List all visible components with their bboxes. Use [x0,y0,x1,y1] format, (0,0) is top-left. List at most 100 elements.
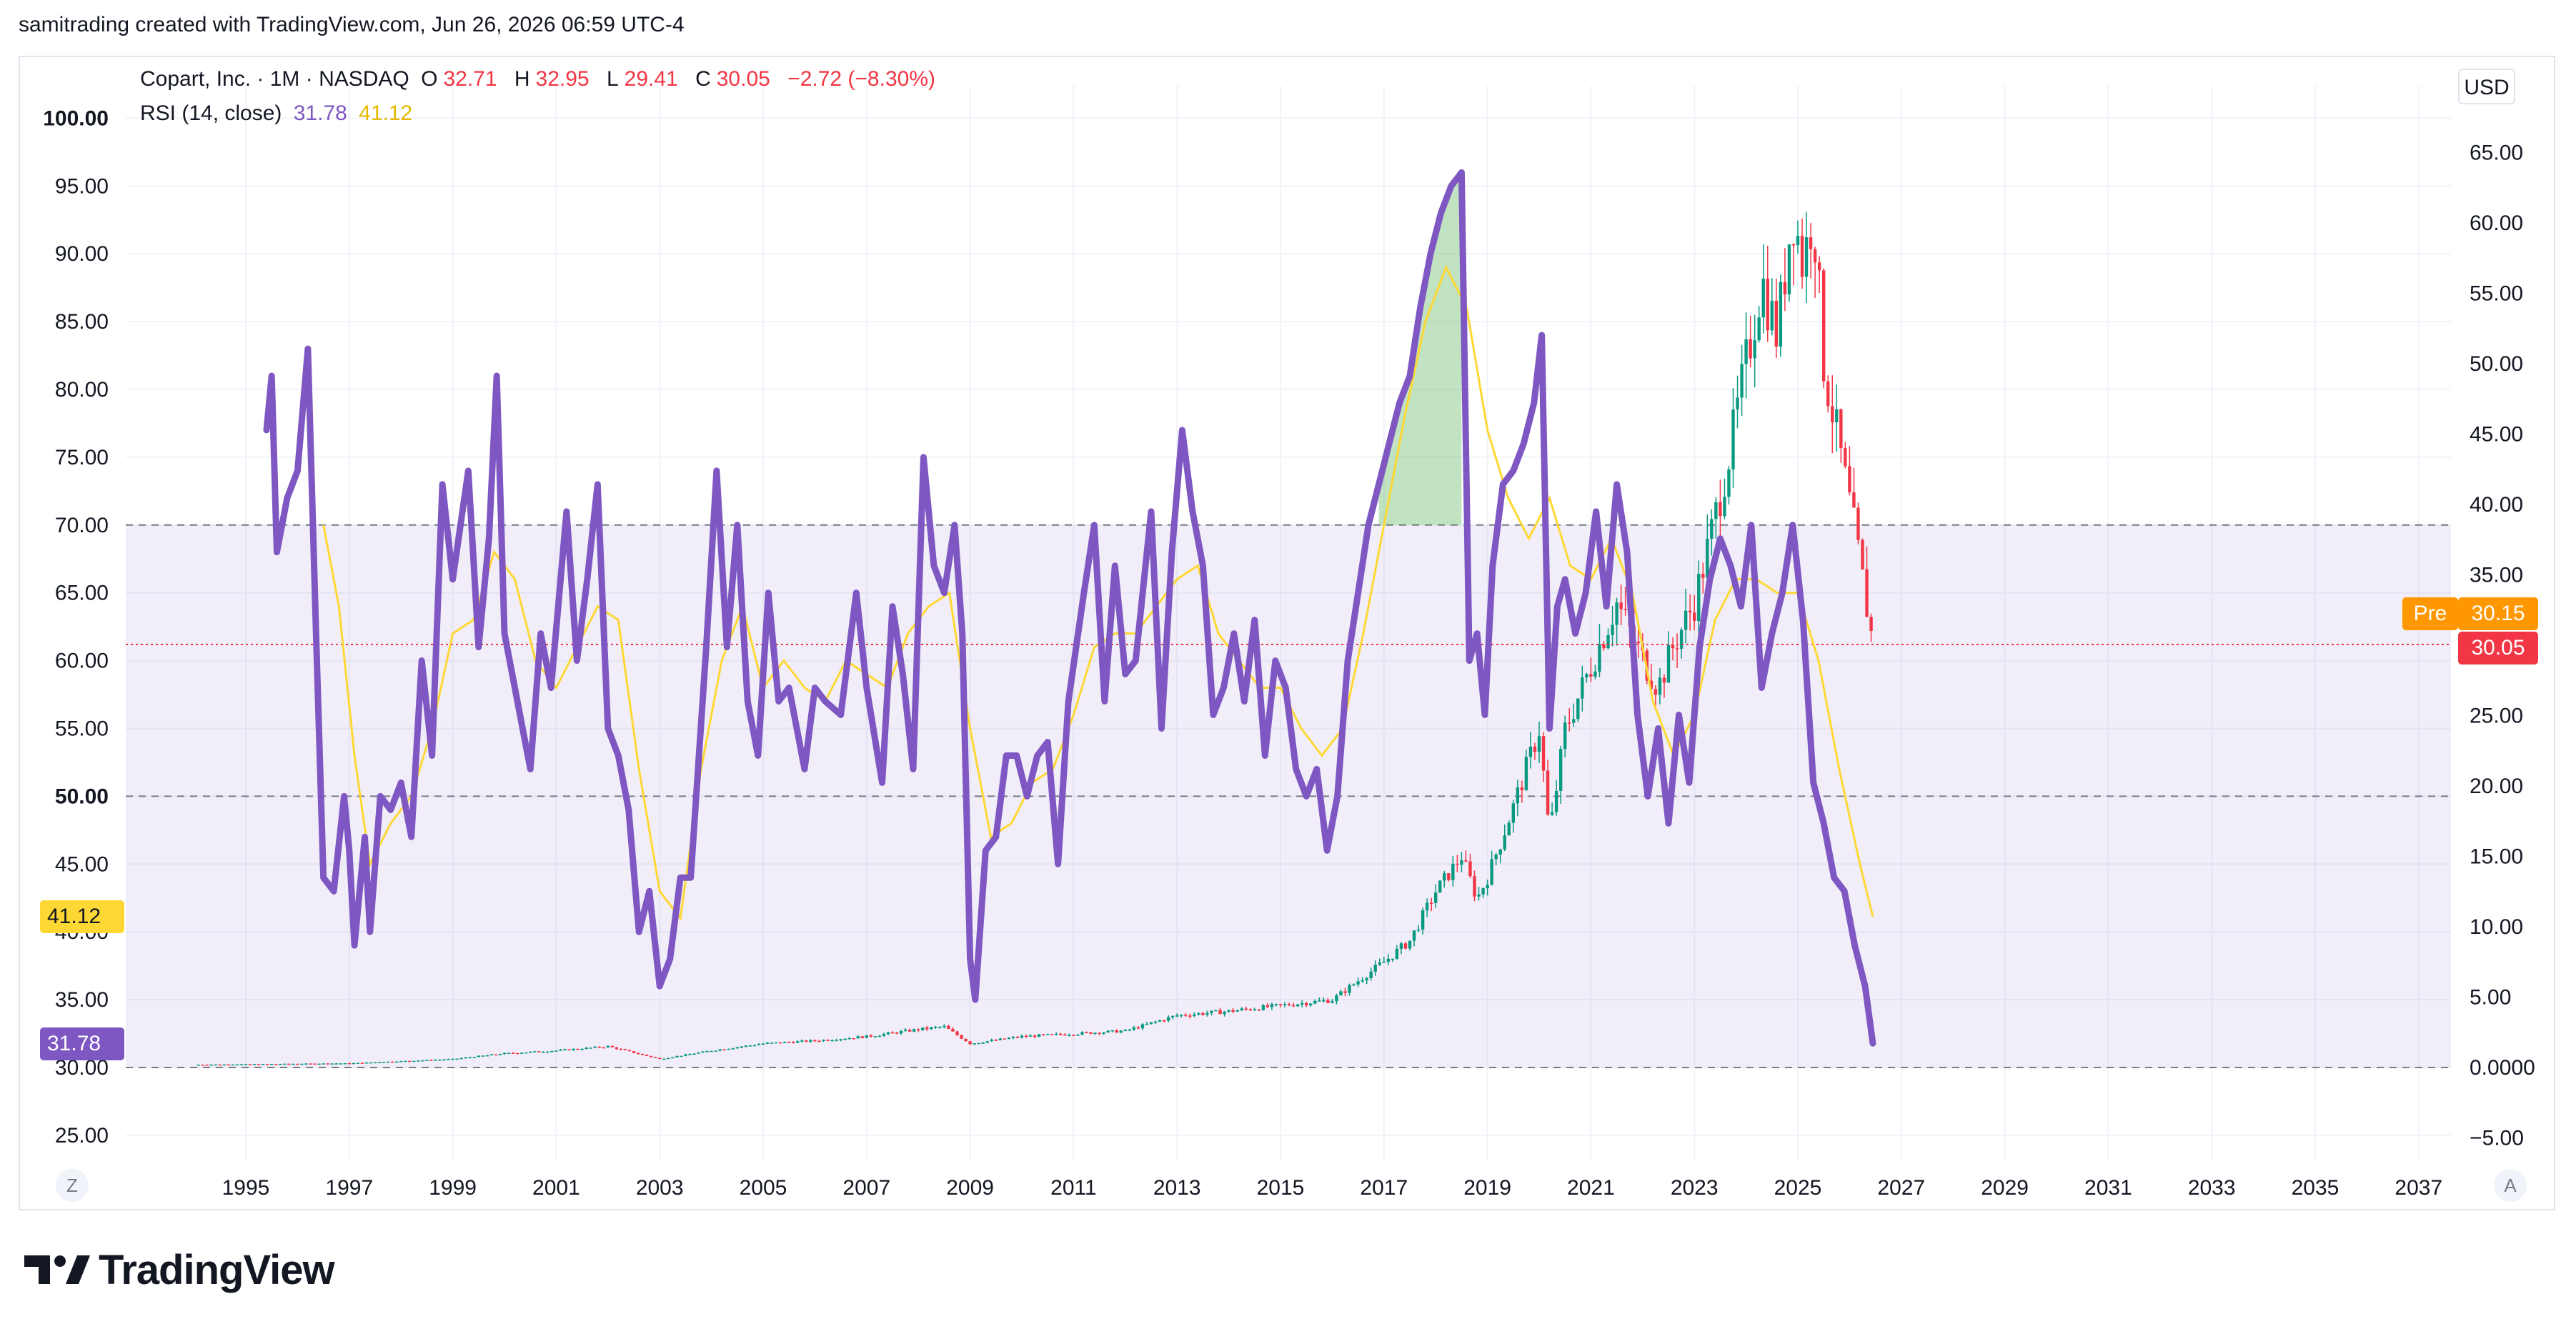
x-axis-tick-label: 2007 [842,1176,890,1200]
price-candle [1322,1000,1326,1002]
price-candle [1072,1035,1075,1036]
price-candle [1218,1010,1222,1015]
price-candle [856,1036,860,1039]
price-axis-tick-label: 50.00 [2470,352,2523,376]
price-candle [1011,1037,1015,1038]
price-candle [692,1053,696,1055]
price-candle [973,1043,976,1045]
price-candle [1343,991,1347,993]
price-candle [809,1040,812,1042]
price-candle [347,1062,351,1065]
price-candle [201,1065,204,1066]
price-candle [322,1063,325,1065]
price-candle [455,1058,459,1060]
price-axis-tick-label: 65.00 [2470,141,2523,165]
price-candle [274,1064,278,1065]
price-candle [1248,1009,1252,1010]
price-candle [998,1038,1003,1040]
price-candle [1015,1037,1020,1038]
pre-market-label: Pre [2402,597,2458,630]
price-candle [218,1064,222,1066]
auto-scale-button[interactable]: A [2494,1169,2527,1202]
high-value: 32.95 [535,67,590,91]
price-candle [1007,1037,1011,1040]
price-candle [555,1050,558,1052]
price-candle [782,1042,787,1043]
price-candle [1783,282,1787,294]
price-axis-tick-label: −5.00 [2470,1127,2524,1150]
price-candle [580,1049,584,1050]
x-axis-tick-label: 2001 [532,1176,580,1200]
price-candle [623,1049,627,1050]
price-candle [947,1025,950,1030]
price-candle [1861,539,1864,569]
rsi-axis-tick-label: 90.00 [55,242,109,266]
price-candle [542,1052,545,1053]
price-candle [1391,958,1395,960]
price-candle [1809,237,1813,249]
price-candle [1671,644,1675,649]
price-candle [1662,677,1666,683]
price-candle [602,1047,605,1049]
price-candle [1265,1005,1270,1007]
price-candle [1335,995,1338,1002]
price-candle [576,1048,580,1050]
rsi-label: RSI (14, close) [140,101,282,125]
price-candle [1516,787,1520,804]
price-candle [1684,610,1688,630]
price-candle [1447,873,1451,880]
price-candle [1326,1000,1330,1003]
price-candle [270,1064,274,1065]
x-axis-tick-label: 2027 [1877,1176,1925,1200]
price-candle [822,1040,825,1042]
price-candle [1563,722,1567,750]
price-candle [899,1031,903,1034]
price-candle [330,1063,334,1065]
rsi-axis-tick-label: 85.00 [55,310,109,334]
price-candle [1727,469,1731,497]
symbol-name: Copart, Inc. · 1M · NASDAQ [140,67,409,91]
price-candle [563,1049,567,1050]
price-candle [1223,1011,1226,1015]
price-candle [658,1057,662,1060]
currency-button[interactable]: USD [2458,69,2515,104]
pre-market-price-tag: 30.15 [2458,597,2538,630]
price-candle [1710,519,1714,539]
price-candle [662,1058,666,1060]
price-candle [214,1064,217,1066]
price-candle [619,1049,623,1050]
tradingview-logo: TradingView [21,1245,335,1295]
zoom-reset-button[interactable]: Z [56,1169,89,1202]
price-axis-tick-label: 55.00 [2470,282,2523,306]
price-candle [1731,409,1735,470]
x-axis-tick-label: 2019 [1463,1176,1511,1200]
price-candle [394,1061,399,1063]
price-candle [593,1046,597,1048]
x-axis-tick-label: 1995 [222,1176,270,1200]
price-candle [1145,1023,1149,1025]
price-candle [257,1064,261,1065]
price-candle [731,1048,735,1050]
price-candle [990,1040,993,1042]
price-candle [1201,1012,1205,1015]
price-candle [1136,1027,1140,1029]
price-candle [559,1050,562,1051]
price-candle [279,1064,282,1065]
price-candle [1619,602,1623,609]
price-candle [589,1047,592,1049]
price-candle [792,1042,795,1044]
price-candle [429,1060,433,1061]
price-candle [817,1040,821,1042]
price-candle [1291,1005,1296,1007]
price-candle [1115,1030,1118,1033]
price-candle [787,1042,791,1043]
price-axis-tick-label: 5.00 [2470,986,2511,1010]
price-candle [209,1064,213,1066]
rsi-axis-tick-label: 75.00 [55,446,109,469]
price-candle [748,1045,752,1047]
price-candle [1796,236,1800,246]
price-candle [890,1032,895,1034]
price-candle [826,1040,830,1041]
price-candle [1408,940,1412,949]
